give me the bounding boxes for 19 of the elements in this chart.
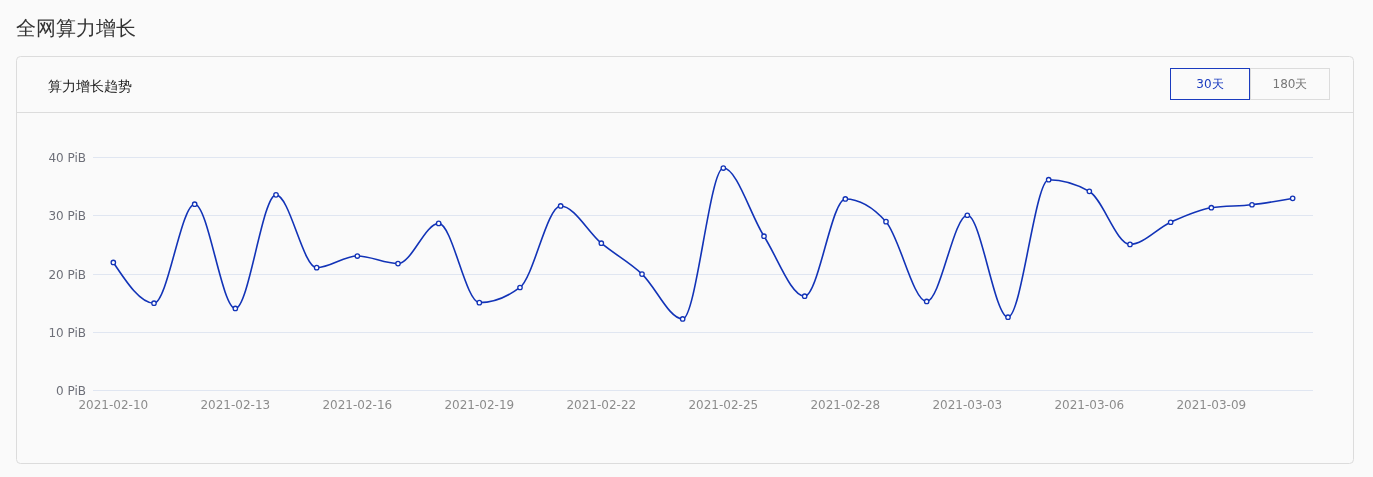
x-tick-label: 2021-03-03 xyxy=(932,398,1003,412)
x-tick-label: 2021-02-22 xyxy=(566,398,637,412)
x-tick-label: 2021-02-19 xyxy=(444,398,515,412)
x-tick-label: 2021-03-06 xyxy=(1054,398,1125,412)
x-tick-label: 2021-02-10 xyxy=(78,398,149,412)
x-tick-label: 2021-02-28 xyxy=(810,398,881,412)
x-tick-label: 2021-02-25 xyxy=(688,398,759,412)
x-tick-label: 2021-02-16 xyxy=(322,398,393,412)
y-tick-label: 20 PiB xyxy=(48,267,86,282)
y-tick-label: 40 PiB xyxy=(48,150,86,165)
y-tick-label: 30 PiB xyxy=(48,208,86,223)
x-tick-label: 2021-03-09 xyxy=(1176,398,1247,412)
subtitle: 算力增长趋势 xyxy=(48,78,132,94)
button: 180天 xyxy=(1250,68,1330,100)
button: 30天 xyxy=(1170,68,1250,100)
title: 全网算力增长 xyxy=(16,16,136,40)
y-tick-label: 0 PiB xyxy=(56,383,86,398)
y-tick-label: 10 PiB xyxy=(48,325,86,340)
x-tick-label: 2021-02-13 xyxy=(200,398,271,412)
